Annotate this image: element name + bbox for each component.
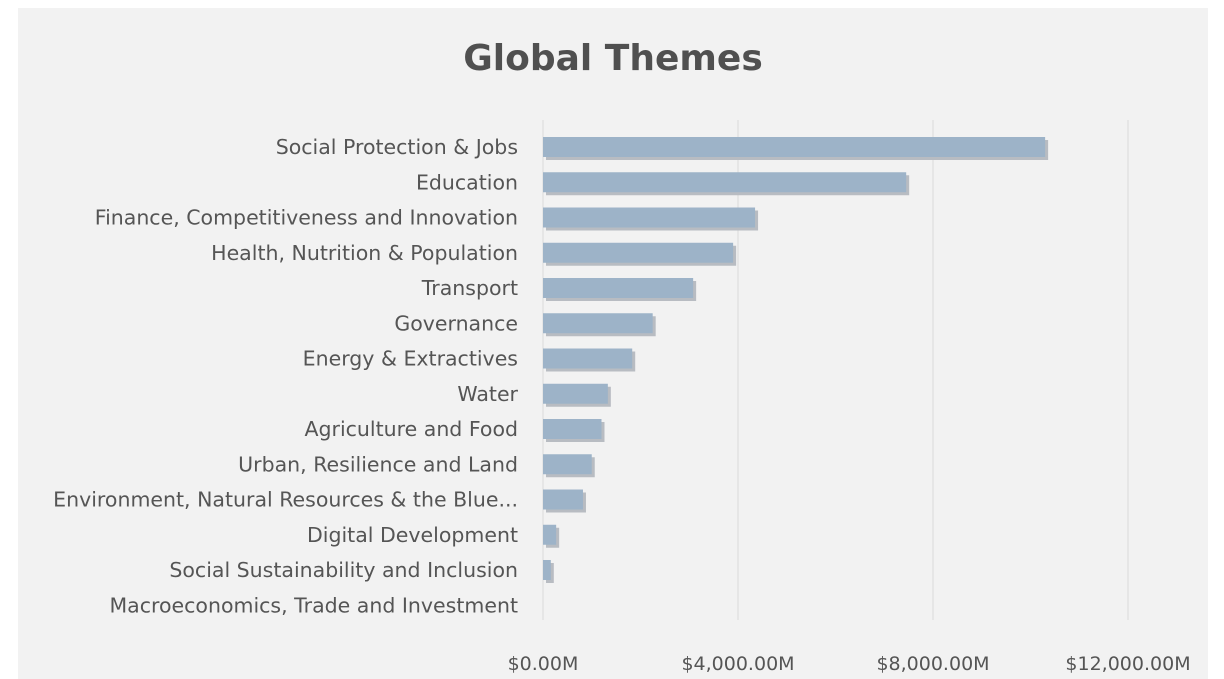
category-label: Transport bbox=[421, 276, 518, 300]
category-label: Agriculture and Food bbox=[305, 417, 519, 441]
category-label: Social Protection & Jobs bbox=[276, 135, 518, 159]
bars bbox=[543, 137, 1049, 583]
bar bbox=[543, 348, 633, 369]
x-tick-label: $8,000.00M bbox=[876, 653, 989, 675]
bar bbox=[543, 242, 734, 263]
category-label: Governance bbox=[394, 311, 518, 335]
bar bbox=[543, 137, 1046, 157]
chart-panel: Global Themes Social Protection & Jobs Ed… bbox=[18, 8, 1208, 679]
category-label: Education bbox=[416, 170, 518, 194]
x-tick-label: $12,000.00M bbox=[1065, 653, 1190, 675]
category-label: Water bbox=[457, 382, 518, 406]
category-label: Environment, Natural Resources & the Blu… bbox=[53, 488, 518, 512]
bar bbox=[543, 383, 608, 404]
bar-chart: Social Protection & Jobs Education Finance… bbox=[53, 120, 1191, 675]
bar bbox=[543, 524, 557, 545]
bar bbox=[543, 207, 756, 228]
bar bbox=[543, 454, 592, 475]
category-label: Health, Nutrition & Population bbox=[211, 241, 518, 265]
category-label: Energy & Extractives bbox=[303, 347, 518, 371]
x-tick-label: $4,000.00M bbox=[681, 653, 794, 675]
bar bbox=[543, 172, 907, 193]
category-label: Social Sustainability and Inclusion bbox=[169, 558, 518, 582]
bar bbox=[543, 419, 602, 439]
category-label: Digital Development bbox=[307, 523, 518, 547]
bar bbox=[543, 489, 583, 510]
category-label: Macroeconomics, Trade and Investment bbox=[110, 593, 519, 617]
x-axis-ticks: $0.00M $4,000.00M $8,000.00M $12,000.00M bbox=[508, 653, 1191, 675]
category-label: Urban, Resilience and Land bbox=[238, 452, 518, 476]
bar bbox=[543, 278, 694, 298]
bar bbox=[543, 313, 653, 334]
category-label: Finance, Competitiveness and Innovation bbox=[95, 206, 518, 230]
category-labels: Social Protection & Jobs Education Finance… bbox=[53, 135, 518, 617]
x-tick-label: $0.00M bbox=[508, 653, 579, 675]
bar bbox=[543, 560, 551, 580]
chart-title: Global Themes bbox=[463, 38, 763, 79]
